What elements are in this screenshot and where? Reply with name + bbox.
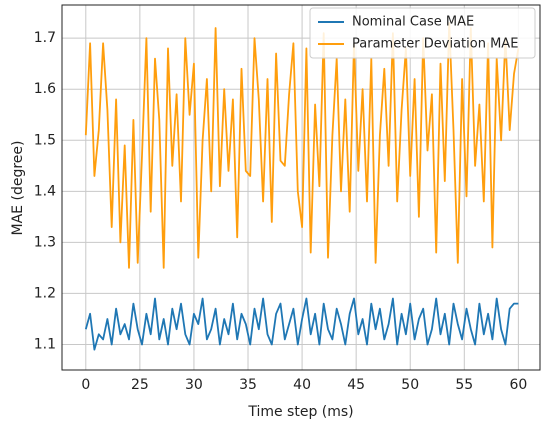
x-tick-label: 40 — [293, 377, 311, 393]
x-tick-label: 25 — [131, 377, 149, 393]
x-tick-label: 30 — [185, 377, 203, 393]
y-tick-label: 1.7 — [34, 30, 56, 46]
y-tick-label: 1.1 — [34, 336, 56, 352]
legend-label: Nominal Case MAE — [352, 15, 474, 30]
x-tick-label: 45 — [347, 377, 365, 393]
y-tick-label: 1.5 — [34, 132, 56, 148]
x-tick-label: 55 — [455, 377, 473, 393]
legend-box — [309, 7, 536, 59]
x-tick-label: 60 — [509, 377, 527, 393]
y-tick-label: 1.6 — [34, 81, 56, 97]
data-line — [84, 297, 519, 351]
x-tick-label: 35 — [239, 377, 257, 393]
plot-frame — [61, 4, 541, 371]
legend-label: Parameter Deviation MAE — [352, 37, 518, 52]
y-tick-label: 1.4 — [34, 183, 56, 199]
y-tick-label: 1.2 — [34, 285, 56, 301]
x-tick-label: 0 — [81, 377, 90, 393]
y-tick-label: 1.3 — [34, 234, 56, 250]
x-axis-label: Time step (ms) — [247, 404, 353, 420]
data-line — [84, 22, 520, 269]
y-axis-label: MAE (degree) — [10, 141, 26, 236]
x-tick-label: 50 — [401, 377, 419, 393]
